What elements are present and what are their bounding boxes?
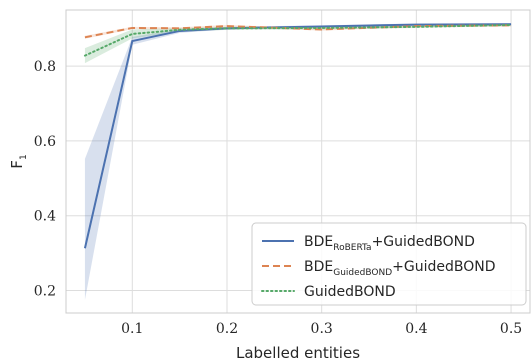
series-1-band — [84, 24, 512, 39]
series-0-line — [83, 23, 512, 249]
legend-entry-main: BDE — [304, 259, 333, 275]
series-0-band — [84, 23, 512, 300]
y-tick-label: 0.6 — [34, 134, 56, 150]
legend: BDERoBERTa+GuidedBONDBDEGuidedBOND+Guide… — [251, 222, 527, 306]
x-tick-labels: 0.1 0.2 0.3 0.4 0.5 — [121, 321, 522, 337]
y-axis-label-subscript: 1 — [19, 154, 29, 160]
legend-entry-subscript: GuidedBOND — [333, 268, 392, 278]
y-tick-label: 0.8 — [34, 59, 56, 75]
legend-entry-main: BDE — [304, 234, 333, 250]
plot-frame — [65, 9, 531, 314]
y-tick-label: 0.2 — [34, 284, 56, 300]
x-tick-label: 0.5 — [500, 321, 522, 337]
legend-entry-label: BDEGuidedBOND+GuidedBOND — [304, 259, 496, 278]
series-1-line — [84, 24, 512, 39]
confidence-bands — [84, 23, 512, 300]
legend-entry-label: GuidedBOND — [304, 284, 396, 300]
legend-box — [251, 222, 527, 306]
legend-entry-suffix: +GuidedBOND — [372, 234, 475, 250]
x-axis-label: Labelled entities — [236, 344, 360, 362]
legend-entry-suffix: +GuidedBOND — [392, 259, 495, 275]
x-tick-label: 0.1 — [121, 321, 143, 337]
legend-entry-main: GuidedBOND — [304, 284, 396, 300]
y-axis-label-main: F — [8, 160, 26, 169]
legend-entry-subscript: RoBERTa — [333, 243, 371, 253]
x-tick-label: 0.3 — [311, 321, 333, 337]
y-axis-label: F1 — [8, 154, 29, 168]
x-tick-label: 0.4 — [405, 321, 427, 337]
legend-entry-label: BDERoBERTa+GuidedBOND — [304, 234, 475, 253]
series-lines — [83, 23, 513, 249]
x-tick-label: 0.2 — [216, 321, 238, 337]
y-tick-labels: 0.2 0.4 0.6 0.8 — [34, 59, 56, 299]
y-tick-label: 0.4 — [34, 209, 56, 225]
